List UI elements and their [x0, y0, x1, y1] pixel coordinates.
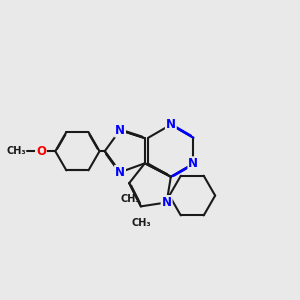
Text: N: N [115, 124, 125, 136]
Text: CH₃: CH₃ [6, 146, 26, 156]
Text: N: N [188, 157, 198, 170]
Text: CH₃: CH₃ [121, 194, 140, 204]
Text: CH₃: CH₃ [131, 218, 151, 228]
Text: N: N [166, 118, 176, 131]
Text: O: O [36, 145, 46, 158]
Text: N: N [115, 166, 125, 179]
Text: N: N [162, 196, 172, 209]
